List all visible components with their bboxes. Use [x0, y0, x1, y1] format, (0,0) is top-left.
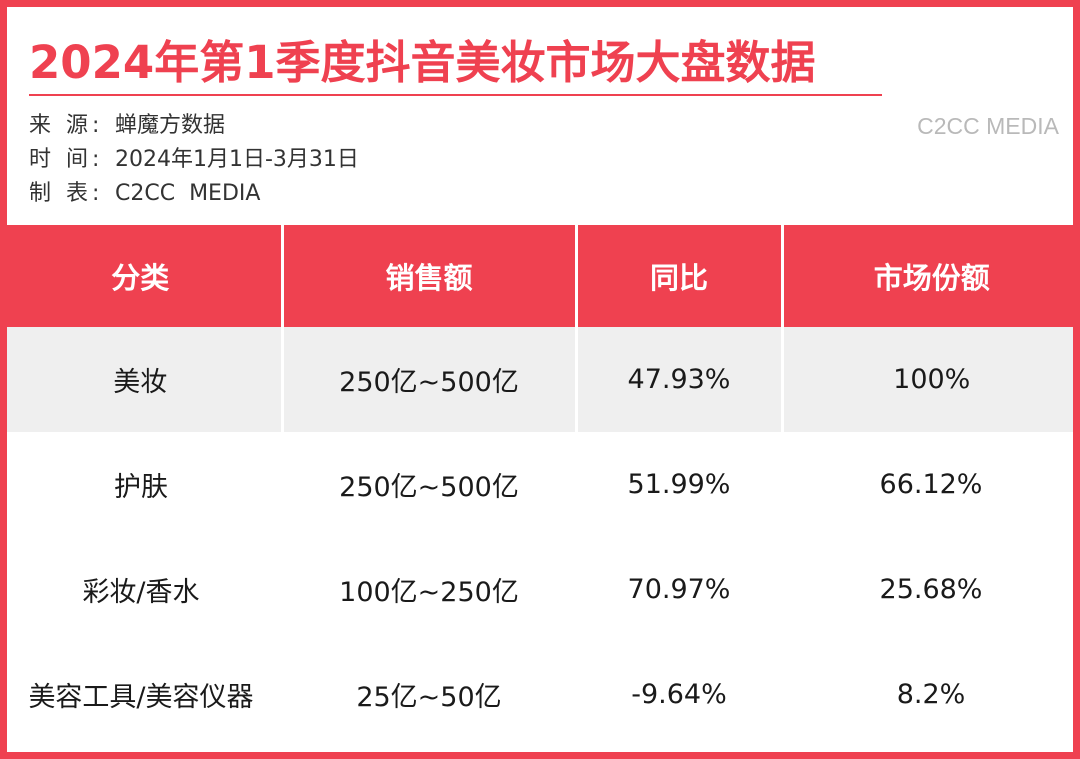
cell-category: 彩妆/香水: [82, 577, 200, 608]
page-title: 2024年第1季度抖音美妆市场大盘数据: [29, 36, 816, 89]
cell-category: 护肤: [114, 472, 168, 503]
cell-sales: 250亿~500亿: [282, 327, 578, 432]
cell-yoy: 51.99%: [627, 469, 731, 500]
cell-market-share: 66.12%: [879, 469, 983, 500]
source-value: 蝉魔方数据: [115, 113, 226, 138]
header-market-share: 市场份额: [782, 225, 1073, 327]
cell-category: 美妆: [7, 327, 284, 432]
cell-market-share: 100%: [782, 327, 1073, 432]
cell-yoy: 47.93%: [576, 327, 784, 432]
cell-yoy: 70.97%: [627, 574, 731, 605]
title-underline: [29, 94, 882, 96]
table-row: 彩妆/香水 100亿~250亿 70.97% 25.68%: [7, 537, 1073, 642]
report-card: 2024年第1季度抖音美妆市场大盘数据 来 源: 蝉魔方数据 时 间: 2024年1…: [7, 7, 1073, 752]
time-label: 时 间:: [29, 147, 104, 172]
source-line: 来 源: 蝉魔方数据: [29, 111, 225, 141]
table-row: 护肤 250亿~500亿 51.99% 66.12%: [7, 432, 1073, 537]
maker-line: 制 表: C2CC MEDIA: [29, 179, 260, 209]
watermark: C2CC MEDIA: [917, 113, 1059, 139]
header-sales: 销售额: [282, 225, 578, 327]
header-category: 分类: [7, 225, 284, 327]
time-value: 2024年1月1日-3月31日: [115, 147, 359, 172]
source-label: 来 源:: [29, 113, 104, 138]
cell-market-share: 8.2%: [896, 679, 966, 710]
maker-label: 制 表:: [29, 181, 104, 206]
data-table: 分类 销售额 同比 市场份额 美妆 250亿~500亿 47.93% 100% …: [7, 225, 1073, 747]
cell-sales: 100亿~250亿: [339, 577, 519, 608]
cell-sales: 25亿~50亿: [356, 682, 502, 713]
table-header-row: 分类 销售额 同比 市场份额: [7, 225, 1073, 327]
cell-sales: 250亿~500亿: [339, 472, 519, 503]
cell-yoy: -9.64%: [631, 679, 727, 710]
table-row: 美容工具/美容仪器 25亿~50亿 -9.64% 8.2%: [7, 642, 1073, 747]
maker-value: C2CC MEDIA: [115, 181, 261, 206]
table-row: 美妆 250亿~500亿 47.93% 100%: [7, 327, 1073, 432]
cell-category: 美容工具/美容仪器: [28, 682, 254, 713]
time-line: 时 间: 2024年1月1日-3月31日: [29, 145, 359, 175]
header-yoy: 同比: [576, 225, 784, 327]
cell-market-share: 25.68%: [879, 574, 983, 605]
